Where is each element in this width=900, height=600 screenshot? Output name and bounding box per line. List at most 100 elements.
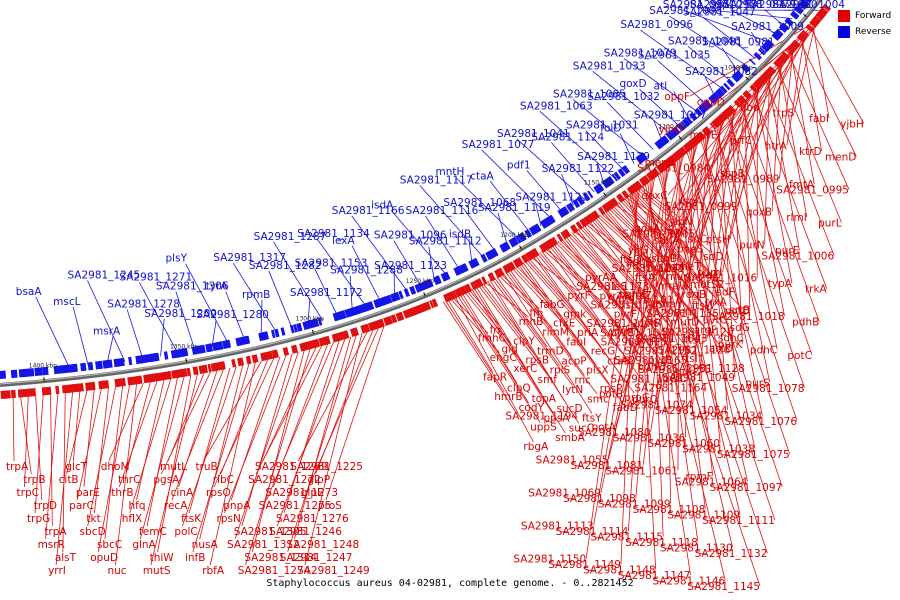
forward-pointer-line	[62, 393, 66, 553]
forward-pointer-line	[602, 212, 720, 345]
reverse-gene-arrow	[578, 196, 585, 204]
forward-gene-label: qoxA	[634, 223, 661, 235]
forward-pointer-line	[454, 296, 534, 443]
forward-gene-label: gmk	[563, 308, 587, 320]
reverse-pointer-line	[390, 209, 448, 277]
forward-gene-arrow	[336, 332, 343, 341]
forward-pointer-line	[171, 369, 224, 501]
forward-gene-label: mutS2	[690, 279, 724, 291]
forward-gene-label: gid	[502, 344, 518, 356]
forward-gene-arrow	[251, 354, 259, 364]
forward-pointer-line	[12, 397, 15, 462]
forward-gene-label: SA2981_1246	[269, 526, 342, 538]
forward-gene-label: qoxB	[746, 207, 772, 219]
genome-caption: Staphylococcus aureus 04-02981, complete…	[266, 578, 634, 589]
reverse-pointer-line	[425, 215, 461, 271]
legend-swatch-forward	[838, 10, 850, 22]
reverse-gene-arrow	[384, 294, 393, 305]
forward-gene-label: purH	[697, 267, 723, 279]
forward-pointer-line	[786, 37, 805, 146]
forward-gene-label: pyrB	[648, 354, 672, 366]
reverse-gene-arrow	[117, 357, 125, 367]
forward-pointer-line	[464, 291, 524, 365]
forward-pointer-line	[262, 346, 317, 462]
forward-gene-label: SA2981_1006	[761, 251, 834, 263]
forward-gene-arrow	[520, 254, 529, 264]
forward-gene-label: fabD	[613, 402, 638, 414]
forward-gene-label: SA2981_1126	[658, 345, 731, 357]
forward-gene-arrow	[177, 368, 185, 378]
forward-gene-label: isdE	[698, 269, 720, 281]
forward-pointer-line	[66, 390, 88, 475]
forward-gene-arrow	[642, 175, 651, 184]
forward-gene-label: SA2981_1145	[687, 581, 760, 593]
reverse-gene-arrow	[535, 223, 542, 232]
forward-gene-arrow	[271, 349, 279, 359]
forward-gene-arrow	[689, 138, 697, 148]
reverse-gene-label: SA2981_0996	[620, 19, 693, 31]
reverse-gene-arrow	[762, 41, 772, 51]
forward-gene-label: ftsY	[582, 412, 602, 424]
forward-pointer-line	[485, 281, 529, 318]
forward-gene-arrow	[538, 243, 548, 253]
forward-pointer-line	[125, 382, 151, 475]
forward-gene-arrow	[458, 285, 468, 296]
forward-gene-label: pdhD	[637, 361, 665, 373]
forward-pointer-line	[224, 354, 287, 514]
forward-pointer-line	[740, 103, 820, 322]
forward-pointer-line	[498, 275, 553, 328]
forward-pointer-line	[585, 223, 645, 274]
forward-gene-label: SA2981_1135	[646, 308, 719, 320]
forward-gene-arrow	[344, 330, 350, 339]
forward-pointer-line	[494, 277, 560, 366]
reverse-gene-arrow	[667, 130, 676, 140]
forward-gene-label: SA2981_1131	[612, 263, 685, 275]
forward-gene-arrow	[472, 280, 479, 290]
forward-gene-label: fabI	[566, 336, 586, 348]
forward-gene-arrow	[429, 300, 435, 309]
reverse-gene-label: mscL	[53, 296, 80, 308]
forward-gene-arrow	[651, 167, 661, 178]
reverse-gene-arrow	[106, 359, 113, 369]
reverse-gene-label: SA2981_1317	[213, 252, 286, 264]
forward-gene-label: ftsI	[682, 353, 698, 365]
forward-gene-label: femC	[139, 526, 167, 538]
forward-pointer-line	[45, 393, 59, 540]
forward-gene-arrow	[315, 338, 321, 348]
reverse-pointer-line	[35, 296, 71, 369]
reverse-gene-arrow	[758, 48, 766, 56]
forward-gene-label: rdgB	[682, 289, 707, 301]
forward-pointer-line	[108, 382, 144, 462]
forward-gene-label: SA2981_1042	[600, 328, 673, 340]
scale-tick-label: 1150 kbp	[584, 179, 612, 186]
forward-pointer-line	[676, 158, 714, 476]
forward-gene-label: mutS	[143, 565, 171, 577]
forward-gene-label: pdhA	[626, 256, 654, 268]
forward-gene-label: trpA	[44, 526, 67, 538]
forward-gene-label: SA2981_1099	[598, 498, 671, 510]
reverse-gene-arrow	[271, 329, 276, 339]
forward-pointer-line	[72, 391, 81, 462]
forward-gene-arrow	[777, 55, 787, 65]
reverse-gene-label: SA2981_0958	[690, 0, 763, 11]
forward-pointer-line	[595, 217, 666, 300]
forward-gene-label: SA2981_1305	[234, 526, 307, 538]
forward-gene-arrow	[693, 135, 701, 144]
forward-pointer-line	[524, 260, 602, 347]
forward-gene-arrow	[373, 320, 379, 330]
forward-gene-label: rpsN	[217, 513, 241, 525]
reverse-pointer-line	[592, 71, 672, 135]
forward-gene-label: trkA	[805, 284, 828, 296]
reverse-gene-arrow	[557, 209, 565, 218]
forward-gene-arrow	[452, 290, 458, 299]
forward-pointer-line	[234, 351, 299, 540]
forward-gene-label: trpD	[34, 500, 57, 512]
forward-pointer-line	[731, 111, 743, 344]
reverse-gene-arrow	[34, 367, 40, 377]
forward-pointer-line	[571, 232, 619, 283]
forward-gene-label: thiW	[150, 552, 175, 564]
forward-gene-label: sdhB	[651, 253, 677, 265]
forward-gene-arrow	[714, 116, 724, 126]
forward-pointer-line	[688, 148, 756, 449]
forward-gene-arrow	[724, 108, 732, 117]
